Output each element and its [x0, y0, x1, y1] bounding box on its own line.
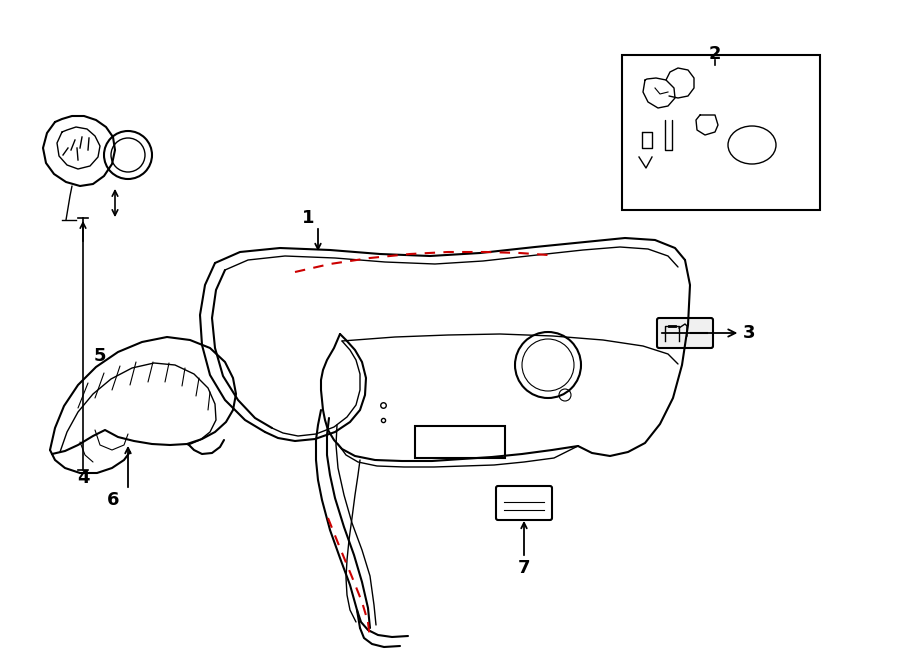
- Text: 7: 7: [518, 559, 530, 577]
- Text: 5: 5: [94, 347, 106, 365]
- FancyBboxPatch shape: [657, 318, 713, 348]
- Text: 1: 1: [302, 209, 314, 227]
- Text: 6: 6: [107, 491, 119, 509]
- Bar: [622, 55, 820, 210]
- Text: 3: 3: [662, 324, 755, 342]
- Text: 4: 4: [76, 469, 89, 487]
- Text: 2: 2: [709, 45, 721, 63]
- Bar: [415, 426, 505, 458]
